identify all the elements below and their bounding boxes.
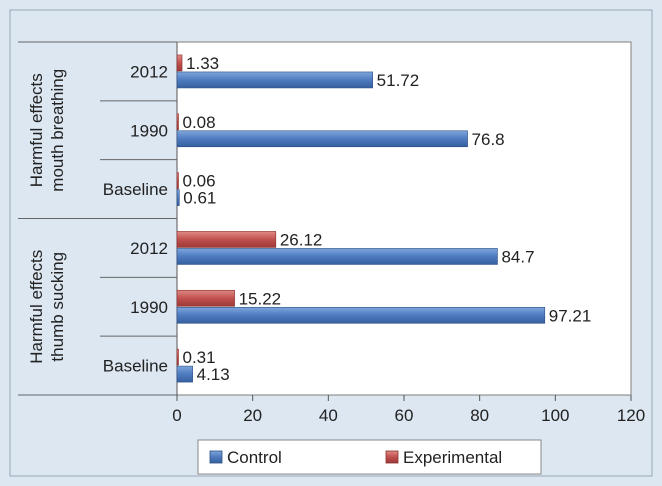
data-label-control: 0.61 — [183, 189, 216, 208]
category-label: 2012 — [130, 239, 168, 258]
bar-experimental — [177, 55, 182, 71]
group-label: Harmful effects — [27, 250, 46, 364]
data-label-control: 84.7 — [501, 247, 534, 266]
bar-experimental — [177, 349, 179, 365]
category-label: 2012 — [130, 62, 168, 81]
legend-swatch-control — [210, 451, 222, 463]
category-label: 1990 — [130, 121, 168, 140]
bar-control — [177, 366, 193, 382]
x-tick-label: 80 — [470, 406, 489, 425]
data-label-experimental: 15.22 — [239, 289, 282, 308]
bar-experimental — [177, 114, 179, 130]
category-label: Baseline — [103, 357, 168, 376]
legend-swatch-experimental — [386, 451, 398, 463]
data-label-control: 76.8 — [472, 130, 505, 149]
bar-experimental — [177, 290, 235, 306]
bar-experimental — [177, 173, 179, 189]
group-label: thumb sucking — [48, 252, 67, 362]
group-label: Harmful effects — [27, 73, 46, 187]
category-label: 1990 — [130, 298, 168, 317]
legend-label-experimental: Experimental — [403, 448, 502, 467]
data-label-control: 4.13 — [197, 365, 230, 384]
x-tick-label: 20 — [243, 406, 262, 425]
data-label-experimental: 26.12 — [280, 230, 323, 249]
group-label: mouth breathing — [48, 69, 67, 192]
category-label: Baseline — [103, 180, 168, 199]
data-label-control: 51.72 — [377, 71, 420, 90]
x-tick-label: 100 — [541, 406, 569, 425]
legend-label-control: Control — [227, 448, 282, 467]
bar-control — [177, 248, 497, 264]
data-label-experimental: 0.08 — [183, 113, 216, 132]
plot-area — [177, 42, 631, 395]
data-label-experimental: 1.33 — [186, 54, 219, 73]
bar-control — [177, 307, 545, 323]
bar-control — [177, 190, 179, 206]
bar-control — [177, 131, 468, 147]
bar-experimental — [177, 231, 276, 247]
x-tick-label: 40 — [319, 406, 338, 425]
x-tick-label: 0 — [172, 406, 181, 425]
data-label-control: 97.21 — [549, 306, 592, 325]
x-tick-label: 120 — [617, 406, 645, 425]
x-tick-label: 60 — [395, 406, 414, 425]
bar-control — [177, 72, 373, 88]
